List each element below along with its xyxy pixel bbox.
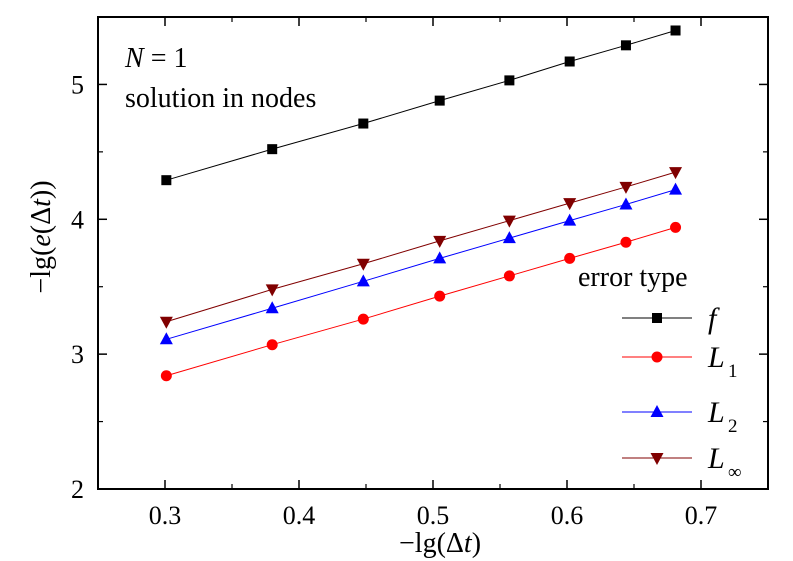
series-layer	[159, 25, 683, 382]
data-point	[433, 251, 447, 264]
y-tick-label: 4	[71, 205, 84, 234]
data-point	[502, 231, 516, 244]
data-point	[563, 213, 577, 226]
series-0	[161, 25, 681, 186]
legend-subscript: 2	[728, 416, 738, 437]
y-tick-label: 5	[71, 70, 84, 99]
data-point	[159, 316, 173, 329]
x-tick-label: 0.3	[149, 501, 182, 530]
data-point	[358, 118, 369, 129]
series-line	[166, 189, 676, 340]
series-line	[166, 30, 676, 181]
series-2	[159, 182, 683, 345]
data-point	[563, 198, 577, 211]
legend-marker	[652, 313, 662, 323]
legend-entry-0: f	[622, 302, 720, 335]
legend-label: L	[707, 341, 725, 374]
y-tick-label: 2	[71, 475, 84, 504]
annotations: N = 1 solution in nodes	[124, 43, 316, 114]
data-point	[265, 284, 279, 297]
data-point	[434, 95, 445, 106]
legend-label: L	[707, 442, 725, 475]
data-point	[265, 301, 279, 314]
data-point	[159, 332, 173, 345]
annotation-solution: solution in nodes	[125, 83, 316, 114]
series-line	[166, 171, 676, 323]
series-1	[160, 221, 682, 382]
series-3	[159, 167, 683, 329]
x-tick-label: 0.5	[417, 501, 450, 530]
data-point	[670, 25, 681, 36]
data-point	[619, 181, 633, 194]
data-point	[433, 235, 447, 248]
data-point	[434, 290, 446, 302]
data-point	[161, 175, 172, 186]
y-tick-label: 3	[71, 340, 84, 369]
data-point	[669, 182, 683, 195]
x-axis-label: −lg(Δt)	[399, 528, 481, 559]
annotation-n: N = 1	[124, 43, 187, 74]
data-point	[619, 197, 633, 210]
data-point	[620, 40, 631, 51]
data-point	[620, 236, 632, 248]
data-point	[160, 370, 172, 382]
data-point	[356, 274, 370, 287]
y-axis-label: −lg(e(Δt))	[26, 180, 57, 293]
legend-marker	[651, 351, 663, 363]
legend-subscript: ∞	[728, 462, 742, 483]
legend: error type fL 1L 2L ∞	[578, 262, 742, 483]
legend-label: L	[707, 396, 725, 429]
x-tick-label: 0.7	[685, 501, 718, 530]
data-point	[670, 221, 682, 233]
legend-marker	[650, 453, 664, 465]
legend-title: error type	[578, 262, 688, 293]
legend-entry-3: L ∞	[622, 442, 742, 483]
data-point	[503, 270, 515, 282]
axis-ticks: 0.3 0.4 0.5 0.6 0.7 2 3 4 5	[71, 16, 769, 530]
data-point	[564, 252, 576, 264]
data-point	[266, 339, 278, 351]
data-point	[357, 313, 369, 325]
data-point	[502, 215, 516, 228]
data-point	[356, 258, 370, 271]
series-line	[166, 226, 676, 377]
legend-subscript: 1	[728, 361, 738, 382]
legend-label: f	[708, 302, 720, 335]
data-point	[669, 167, 683, 180]
x-tick-label: 0.4	[283, 501, 316, 530]
legend-marker	[650, 405, 664, 417]
data-point	[564, 56, 575, 67]
x-tick-label: 0.6	[551, 501, 584, 530]
data-point	[267, 144, 278, 155]
data-point	[504, 75, 515, 86]
